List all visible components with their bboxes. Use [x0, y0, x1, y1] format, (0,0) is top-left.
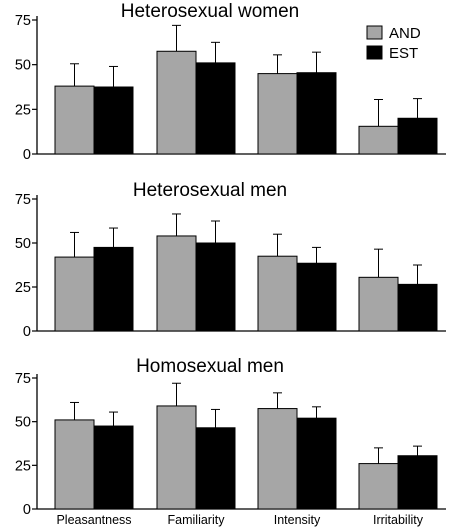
bar-and — [54, 85, 95, 155]
y-tick-label: 0 — [23, 147, 31, 163]
bar-est — [296, 72, 337, 155]
y-tick-label: 50 — [15, 236, 31, 252]
legend-label: EST — [389, 45, 418, 62]
bar-est — [397, 117, 438, 155]
x-tick-label: Pleasantness — [56, 513, 131, 527]
y-tick-label: 0 — [23, 324, 31, 340]
bar-est — [195, 242, 236, 332]
bar-and — [156, 50, 197, 155]
bar-est — [397, 283, 438, 332]
legend-swatch-est — [366, 45, 383, 60]
bar-est — [296, 417, 337, 510]
bar-and — [156, 405, 197, 510]
chart-panel-3: Homosexual men 0 25 50 75 Pleasantness Familia… — [15, 356, 446, 527]
x-tick-label: Intensity — [274, 513, 321, 527]
y-tick-label: 25 — [15, 458, 31, 474]
bar-and — [358, 276, 399, 332]
legend-swatch-and — [366, 25, 383, 40]
y-tick-label: 75 — [15, 371, 31, 387]
bar-est — [195, 62, 236, 155]
bar-est — [93, 86, 134, 155]
bar-and — [257, 73, 298, 155]
y-tick-label: 75 — [15, 192, 31, 208]
bar-and — [257, 408, 298, 510]
chart-panel-2: Heterosexual men 0 25 50 75 — [15, 180, 446, 340]
bar-and — [257, 255, 298, 332]
bar-and — [156, 235, 197, 332]
y-tick-label: 0 — [23, 502, 31, 518]
y-tick-label: 25 — [15, 280, 31, 296]
bar-est — [93, 246, 134, 332]
y-tick-label: 50 — [15, 58, 31, 74]
y-tick-label: 50 — [15, 415, 31, 431]
bar-est — [195, 427, 236, 510]
chart-panel-1: Heterosexual women 0 25 50 75 AND EST — [15, 1, 446, 163]
y-tick-label: 25 — [15, 102, 31, 118]
chart-title: Heterosexual men — [133, 180, 287, 201]
bar-and — [358, 463, 399, 510]
x-tick-label: Irritability — [373, 513, 424, 527]
bar-and — [54, 256, 95, 332]
chart-title: Heterosexual women — [121, 1, 299, 22]
bar-est — [296, 262, 337, 332]
y-tick-label: 75 — [15, 13, 31, 29]
x-tick-label: Familiarity — [168, 513, 226, 527]
bar-and — [54, 419, 95, 510]
bar-est — [397, 455, 438, 510]
bar-and — [358, 125, 399, 155]
bar-est — [93, 425, 134, 510]
chart-title: Homosexual men — [136, 356, 284, 377]
legend-label: AND — [389, 25, 421, 42]
